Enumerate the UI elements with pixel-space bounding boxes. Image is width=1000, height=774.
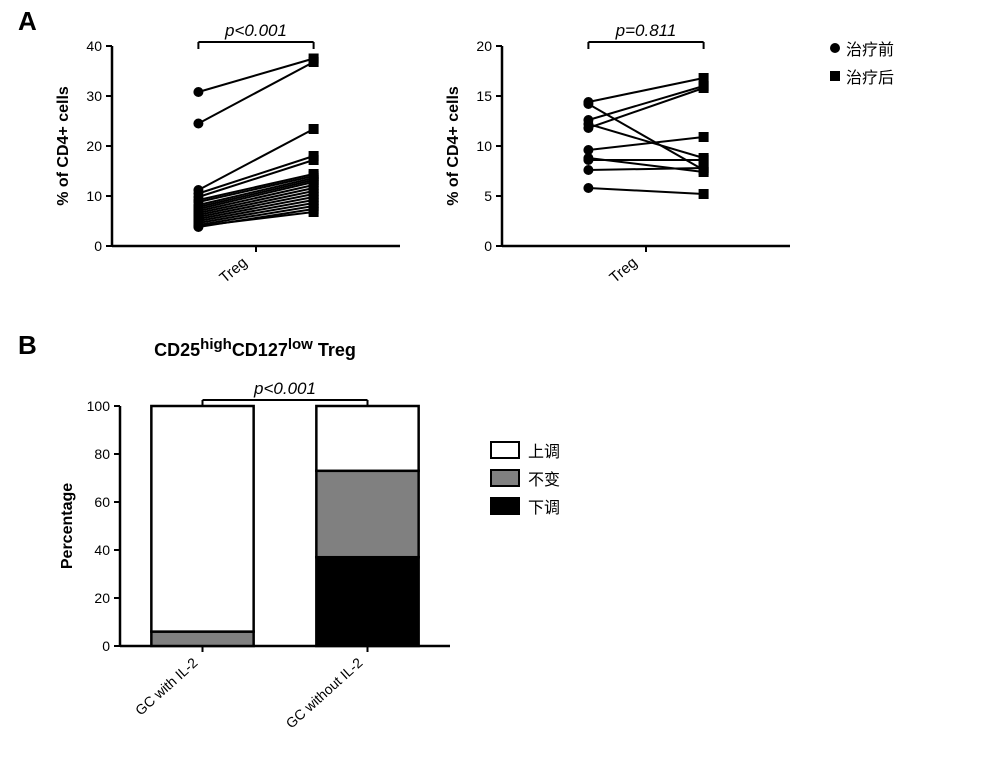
legend-up-row: 上调 (490, 438, 560, 462)
svg-text:20: 20 (476, 38, 492, 54)
svg-text:40: 40 (94, 542, 110, 558)
svg-text:Treg: Treg (606, 254, 640, 286)
svg-text:0: 0 (102, 638, 110, 654)
svg-text:30: 30 (86, 88, 102, 104)
legend-down-label: 下调 (528, 494, 560, 518)
svg-text:20: 20 (86, 138, 102, 154)
svg-text:% of CD4+ cells: % of CD4+ cells (445, 86, 462, 206)
svg-text:p=0.811: p=0.811 (615, 21, 677, 40)
panel-a-label: A (18, 6, 37, 37)
circle-marker-icon (830, 43, 840, 53)
panel-a-right-chart: 0 5 10 15 20 % of CD4+ cells Treg p=0.811 (440, 10, 810, 310)
panel-b-title: CD25highCD127low Treg (90, 336, 420, 361)
legend-pre-row: 治疗前 (830, 36, 894, 60)
down-box-icon (490, 497, 520, 515)
svg-text:100: 100 (87, 398, 111, 414)
svg-text:p<0.001: p<0.001 (224, 21, 287, 40)
panel-b-legend: 上调 不变 下调 (490, 438, 560, 522)
svg-text:0: 0 (484, 238, 492, 254)
panel-a-legend: 治疗前 治疗后 (830, 36, 894, 92)
svg-text:40: 40 (86, 38, 102, 54)
square-marker-icon (830, 71, 840, 81)
panel-b-chart: 0 20 40 60 80 100 Percentage p<0.001 GC with IL-… (50, 360, 470, 760)
svg-text:5: 5 (484, 188, 492, 204)
same-box-icon (490, 469, 520, 487)
legend-down-row: 下调 (490, 494, 560, 518)
legend-same-label: 不变 (528, 466, 560, 490)
legend-post-row: 治疗后 (830, 64, 894, 88)
up-box-icon (490, 441, 520, 459)
svg-text:0: 0 (94, 238, 102, 254)
panel-a-left-chart: 0 10 20 30 40 % of CD4+ cells Treg p<0.001 (50, 10, 420, 310)
svg-text:GC without IL-2: GC without IL-2 (283, 654, 366, 731)
svg-text:GC with IL-2: GC with IL-2 (132, 654, 201, 718)
legend-post-label: 治疗后 (846, 64, 894, 88)
svg-text:80: 80 (94, 446, 110, 462)
svg-text:Treg: Treg (216, 254, 250, 286)
legend-up-label: 上调 (528, 438, 560, 462)
legend-same-row: 不变 (490, 466, 560, 490)
svg-text:p<0.001: p<0.001 (253, 379, 316, 398)
svg-text:10: 10 (476, 138, 492, 154)
panel-b-label: B (18, 330, 37, 361)
legend-pre-label: 治疗前 (846, 36, 894, 60)
svg-text:Percentage: Percentage (59, 483, 76, 569)
svg-text:60: 60 (94, 494, 110, 510)
svg-text:20: 20 (94, 590, 110, 606)
svg-text:% of CD4+ cells: % of CD4+ cells (55, 86, 72, 206)
svg-text:10: 10 (86, 188, 102, 204)
svg-text:15: 15 (476, 88, 492, 104)
